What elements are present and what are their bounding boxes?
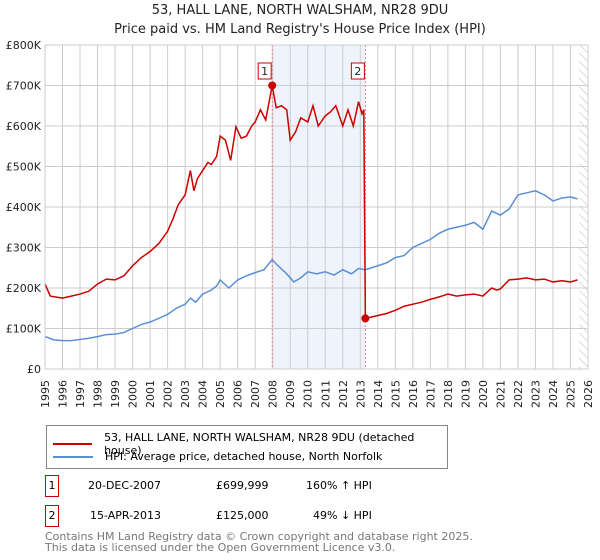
legend: 53, HALL LANE, NORTH WALSHAM, NR28 9DU (… [46,425,448,469]
transaction-price: £699,999 [216,479,269,492]
x-tick-label: 1998 [92,380,105,408]
marker-label-box [350,62,365,80]
footer-licence: This data is licensed under the Open Gov… [45,541,396,554]
y-tick-label: £600K [6,120,42,133]
sale-point [361,314,370,323]
x-tick-label: 2010 [302,380,315,408]
y-tick-label: £300K [6,242,42,255]
x-tick-label: 2021 [494,380,507,408]
legend-label-hpi: HPI: Average price, detached house, Nort… [105,450,383,463]
x-tick-label: 2006 [232,380,245,408]
transaction-date: 15-APR-2013 [90,509,162,522]
marker-label: 2 [354,65,361,78]
y-tick-label: £200K [6,282,42,295]
x-tick-label: 2000 [127,380,140,408]
transaction-date: 20-DEC-2007 [88,479,162,492]
x-tick-label: 2020 [477,380,490,408]
sale-point [268,81,277,90]
transaction-hpi: 49% ↓ HPI [313,509,372,522]
footer-copyright: Contains HM Land Registry data © Crown c… [45,530,473,543]
y-tick-label: £400K [6,201,42,214]
transaction-price: £125,000 [216,509,269,522]
x-tick-label: 2003 [179,380,192,408]
x-tick-label: 2019 [459,380,472,408]
y-tick-label: £100K [6,323,42,336]
x-tick-label: 1995 [39,380,52,408]
x-tick-label: 2018 [442,380,455,408]
x-tick-label: 1999 [109,380,122,408]
x-tick-label: 2002 [162,380,175,408]
y-tick-label: £500K [6,161,42,174]
x-tick-label: 2022 [512,380,525,408]
x-tick-label: 2013 [354,380,367,408]
x-tick-label: 2016 [407,380,420,408]
x-tick-label: 1996 [57,380,70,408]
x-tick-label: 2012 [337,380,350,408]
y-tick-label: £700K [6,80,42,93]
x-tick-label: 2015 [389,380,402,408]
x-tick-label: 2026 [582,380,595,408]
x-tick-label: 1997 [74,380,87,408]
transaction-marker: 1 [45,475,59,497]
x-tick-label: 2007 [249,380,262,408]
transaction-marker: 2 [45,505,59,527]
price-paid-line [365,277,578,320]
x-tick-label: 2004 [197,380,210,408]
chart-subtitle: Price paid vs. HM Land Registry's House … [114,22,486,37]
transaction-hpi: 160% ↑ HPI [306,479,372,492]
x-tick-label: 2024 [547,380,560,408]
x-tick-label: 2017 [424,380,437,408]
marker-label-box [257,62,272,80]
x-tick-label: 2005 [214,380,227,408]
legend-label-property: 53, HALL LANE, NORTH WALSHAM, NR28 9DU (… [104,431,415,457]
marker-label: 1 [261,65,268,78]
line-chart: 1995 1996 1997 1998 1999 2000 2001 2002 2003 2004… [6,39,595,408]
plot-frame [44,44,589,370]
y-tick-label: £800K [6,39,42,52]
price-paid-line [44,85,367,319]
legend-swatch-red [53,443,93,445]
hpi-line [44,190,578,342]
x-tick-label: 2014 [372,380,385,408]
chart-title: 53, HALL LANE, NORTH WALSHAM, NR28 9DU [151,3,449,18]
x-tick-label: 2008 [267,380,280,408]
x-tick-label: 2009 [284,380,297,408]
legend-swatch-blue [53,455,93,458]
x-tick-label: 2001 [144,380,157,408]
footer: Contains HM Land Registry data © Crown c… [45,531,473,553]
x-tick-label: 2011 [319,380,332,408]
y-tick-label: £0 [27,363,41,376]
x-tick-label: 2023 [529,380,542,408]
x-tick-label: 2025 [564,380,577,408]
